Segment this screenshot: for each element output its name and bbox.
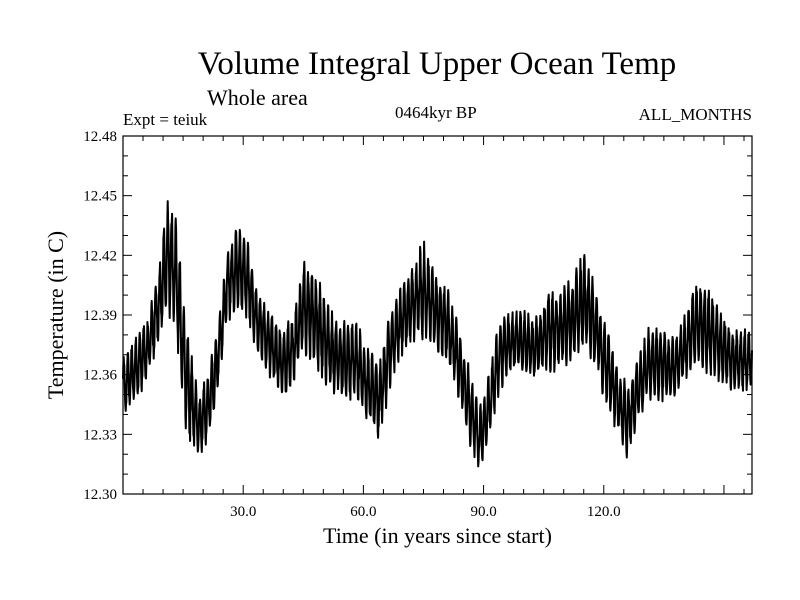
y-tick-label: 12.48: [83, 129, 117, 145]
y-tick-label: 12.30: [83, 487, 117, 503]
y-tick-label: 12.45: [83, 189, 117, 205]
tick-labels: 30.0 60.0 90.0 120.0 12.30 12.33 12.36 12.39 12.…: [83, 129, 620, 520]
y-tick-label: 12.33: [83, 427, 117, 443]
x-axis-label: Time (in years since start): [323, 523, 552, 548]
y-tick-label: 12.39: [83, 308, 117, 324]
temperature-series-line: [122, 200, 753, 468]
chart-subtitle: Whole area: [207, 85, 308, 110]
chart-title: Volume Integral Upper Ocean Temp: [197, 46, 677, 82]
y-tick-label: 12.36: [83, 368, 117, 384]
x-tick-label: 30.0: [230, 504, 256, 520]
experiment-label: Expt = teiuk: [123, 110, 208, 129]
y-tick-label: 12.42: [83, 248, 117, 264]
x-tick-label: 120.0: [587, 504, 621, 520]
x-tick-label: 60.0: [350, 504, 376, 520]
months-label: ALL_MONTHS: [638, 105, 752, 124]
period-label: 0464kyr BP: [395, 103, 477, 122]
x-tick-label: 90.0: [470, 504, 496, 520]
y-axis-label: Temperature (in C): [43, 231, 68, 399]
